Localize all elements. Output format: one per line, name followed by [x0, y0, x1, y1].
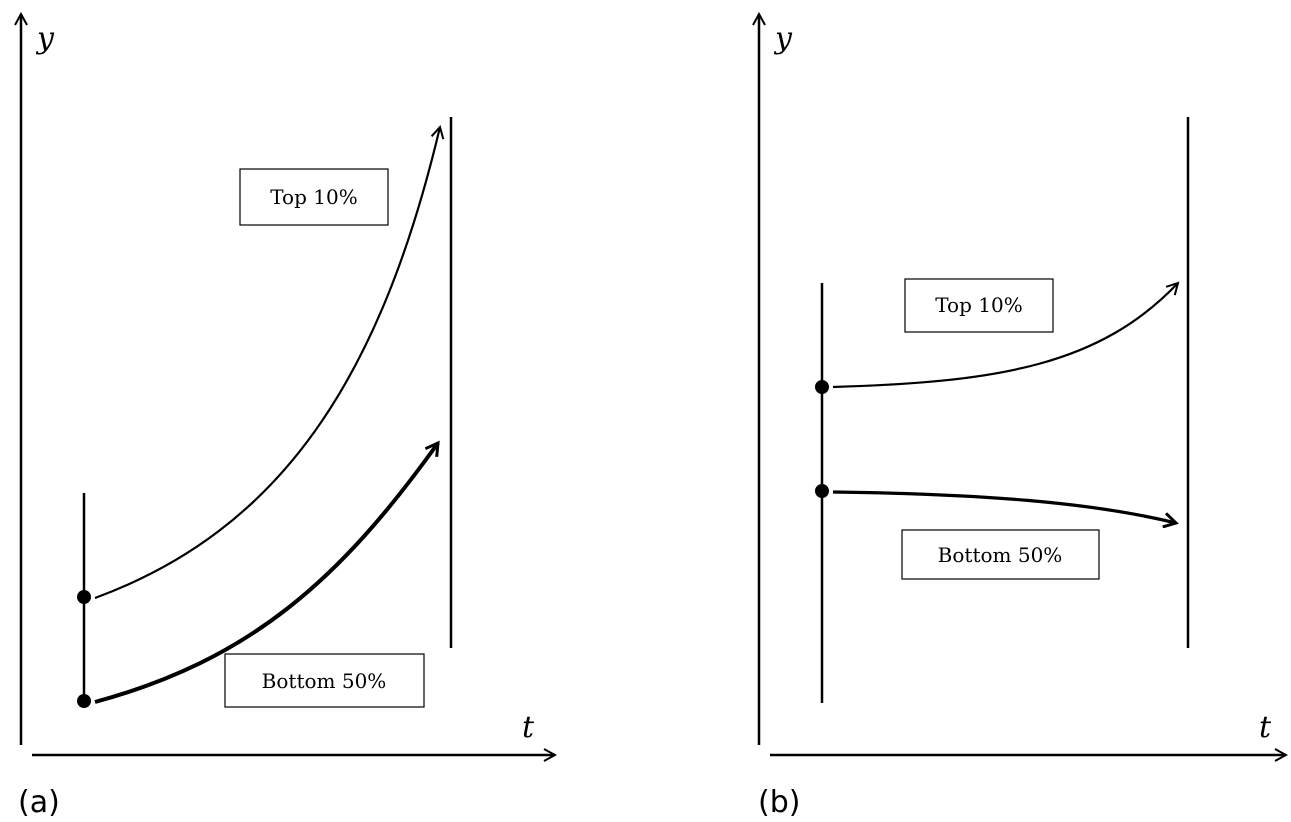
- x-axis-label: t: [522, 710, 535, 745]
- panel-b: y t Top 10% Bottom 50% (b): [758, 14, 1286, 820]
- bottom-start-point: [77, 694, 91, 708]
- bottom-curve: [832, 490, 1176, 523]
- top-start-point: [77, 590, 91, 604]
- bottom-label-box: Bottom 50%: [224, 653, 425, 708]
- panel-b-label: (b): [758, 785, 800, 820]
- panel-a: y t Top 10% Bottom 50% (a): [18, 14, 555, 820]
- top-label-box: Top 10%: [239, 168, 389, 226]
- top-label: Top 10%: [270, 185, 357, 209]
- bottom-label-box: Bottom 50%: [901, 529, 1100, 580]
- bottom-label: Bottom 50%: [938, 543, 1063, 567]
- bottom-start-point: [815, 484, 829, 498]
- y-axis-label: y: [35, 21, 55, 56]
- x-axis-label: t: [1259, 710, 1272, 745]
- top-curve: [94, 127, 440, 600]
- top-curve: [832, 283, 1178, 389]
- top-label-box: Top 10%: [904, 278, 1054, 333]
- y-axis-label: y: [773, 21, 793, 56]
- panel-a-label: (a): [18, 785, 60, 820]
- bottom-curve: [94, 443, 438, 704]
- top-label: Top 10%: [935, 293, 1022, 317]
- bottom-label: Bottom 50%: [262, 669, 387, 693]
- top-start-point: [815, 380, 829, 394]
